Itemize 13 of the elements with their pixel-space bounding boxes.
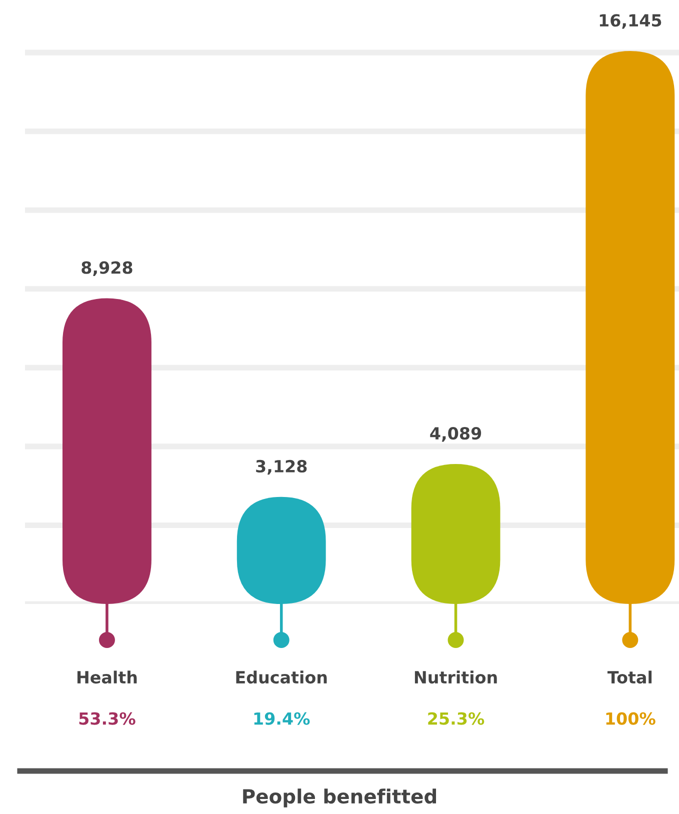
- text: 25.3%: [428, 712, 484, 725]
- text: People benefitted: [243, 788, 436, 808]
- data-label: 8,928: [82, 261, 132, 276]
- text: 100%: [606, 712, 656, 725]
- x-tick-label: Nutrition: [414, 670, 497, 684]
- data-label: 3,128: [256, 460, 307, 475]
- data-label: 4,089: [430, 427, 482, 442]
- data-label: 16,145: [600, 14, 662, 29]
- x-tick-label: Health: [77, 670, 137, 684]
- text: 53.3%: [79, 712, 136, 725]
- x-tick-label: Education: [236, 670, 327, 684]
- text: 19.4%: [254, 712, 310, 725]
- x-tick-label: Total: [607, 670, 652, 684]
